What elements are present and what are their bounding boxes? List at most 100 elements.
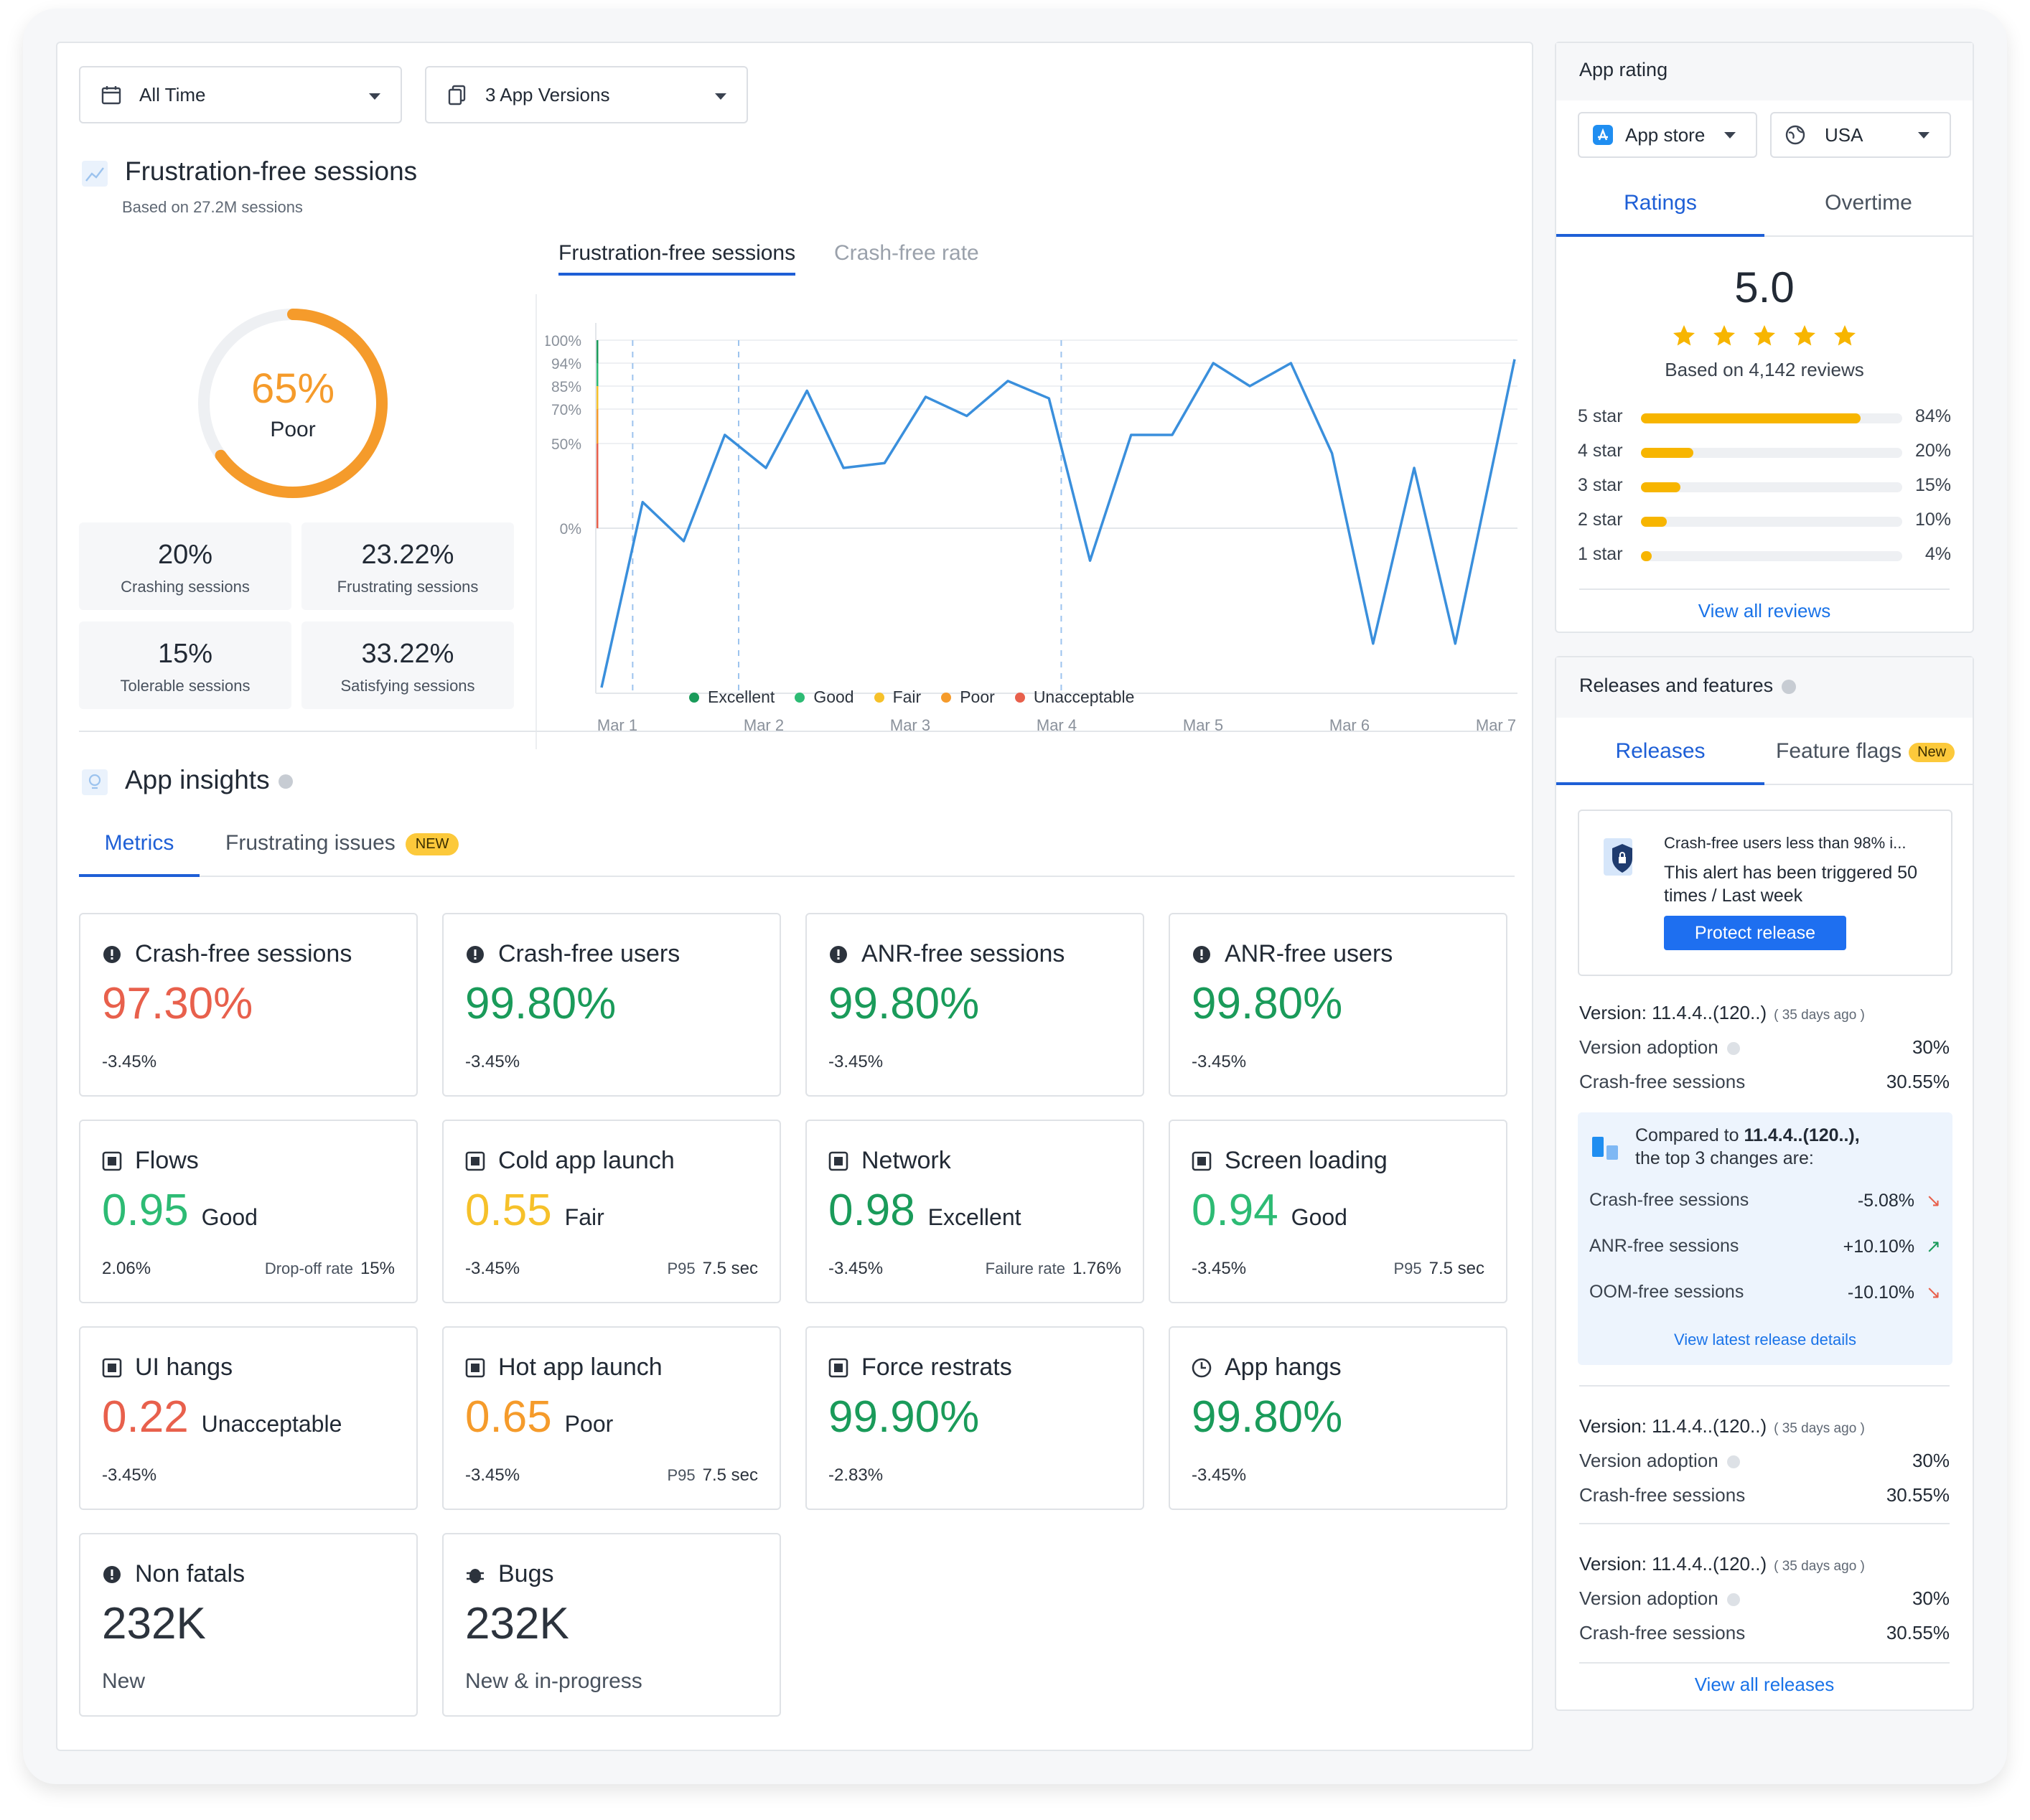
tab-metrics[interactable]: Metrics <box>79 831 200 877</box>
card-value: 97.30% <box>102 979 253 1028</box>
tab-feature-flags[interactable]: Feature flags New <box>1776 739 1955 764</box>
cfs-value: 30.55% <box>1886 1071 1950 1092</box>
metric-card-anr-free-users[interactable]: ANR-free users 99.80% -3.45% <box>1169 913 1507 1097</box>
card-title: ANR-free users <box>1192 940 1393 968</box>
info-icon <box>1726 1042 1740 1056</box>
globe-icon <box>1785 125 1805 145</box>
secondary-value: 1.76% <box>1072 1259 1121 1278</box>
y-tick-label: 100% <box>546 333 581 350</box>
secondary-value: 7.5 sec <box>702 1465 758 1485</box>
legend-dot-icon <box>941 692 952 703</box>
view-all-reviews-link[interactable]: View all reviews <box>1698 600 1831 621</box>
tab-frustrating-issues[interactable]: Frustrating issues NEW <box>225 831 459 855</box>
metric-card-non-fatals[interactable]: Non fatals 232K New <box>79 1533 418 1717</box>
tab-releases[interactable]: Releases <box>1556 739 1764 785</box>
app-rating-title: App rating <box>1579 59 1668 80</box>
secondary-label: Drop-off rate <box>264 1260 353 1277</box>
card-delta: -3.45% <box>465 1052 520 1071</box>
tab-crash-free-rate[interactable]: Crash-free rate <box>834 241 979 265</box>
star-icon <box>1754 325 1775 346</box>
card-value-row: 232K <box>465 1602 569 1646</box>
metric-card-bugs[interactable]: Bugs 232K New & in-progress <box>442 1533 781 1717</box>
store-dropdown[interactable]: App store <box>1578 112 1757 158</box>
card-delta: -2.83% <box>828 1465 884 1485</box>
star-icon <box>1794 325 1815 346</box>
card-title-text: Network <box>861 1147 951 1174</box>
protect-release-button[interactable]: Protect release <box>1664 916 1846 950</box>
metric-card-anr-free-sessions[interactable]: ANR-free sessions 99.80% -3.45% <box>805 913 1144 1097</box>
card-value-row: 99.80% <box>1192 1395 1342 1440</box>
info-icon <box>1782 679 1797 694</box>
main-panel: All Time 3 App Versions Frustration-free… <box>56 42 1533 1751</box>
card-title: App hangs <box>1192 1354 1342 1382</box>
card-title-text: ANR-free sessions <box>861 940 1065 967</box>
card-delta: -3.45% <box>102 1052 157 1071</box>
version-header[interactable]: Version: 11.4.4..(120..) ( 35 days ago ) <box>1579 1415 1865 1437</box>
metric-card-cold-app-launch[interactable]: Cold app launch 0.55 Fair -3.45% P95 7.5 sec <box>442 1120 781 1303</box>
version-cfs-row: Crash-free sessions 30.55% <box>1579 1484 1950 1506</box>
arrow-down-right-icon: ↘ <box>1926 1282 1941 1303</box>
rating-bar-pct: 10% <box>1914 510 1951 530</box>
card-quality: Poor <box>564 1411 614 1437</box>
metric-card-crash-free-sessions[interactable]: Crash-free sessions 97.30% -3.45% <box>79 913 418 1097</box>
card-quality: Good <box>201 1204 258 1230</box>
rating-based-on: Based on 4,142 reviews <box>1665 359 1864 380</box>
legend-label: Unacceptable <box>1033 688 1135 706</box>
card-delta: -3.45% <box>828 1052 884 1071</box>
tab-ratings[interactable]: Ratings <box>1556 191 1764 237</box>
version-header[interactable]: Version: 11.4.4..(120..) ( 35 days ago ) <box>1579 1553 1865 1575</box>
cfs-label: Crash-free sessions <box>1579 1071 1746 1092</box>
card-value: 99.80% <box>465 979 617 1028</box>
rating-score: 5.0 <box>1734 263 1795 311</box>
tile-label: Tolerable sessions <box>120 677 251 695</box>
metric-card-ui-hangs[interactable]: UI hangs 0.22 Unacceptable -3.45% <box>79 1326 418 1510</box>
tile-value: 23.22% <box>361 540 454 570</box>
country-dropdown[interactable]: USA <box>1770 112 1951 158</box>
rating-bar-label: 2 star <box>1578 510 1623 530</box>
metric-card-network[interactable]: Network 0.98 Excellent -3.45% Failure rate 1.… <box>805 1120 1144 1303</box>
card-value: 232K <box>102 1599 206 1648</box>
card-delta: -3.45% <box>1192 1052 1247 1071</box>
tab-frustration-free-sessions[interactable]: Frustration-free sessions <box>558 241 796 276</box>
rating-bar-pct: 84% <box>1914 406 1951 426</box>
rating-bar-track <box>1641 448 1902 458</box>
chevron-down-icon <box>1724 132 1736 139</box>
change-label: Crash-free sessions <box>1589 1190 1749 1210</box>
rating-bar-label: 3 star <box>1578 475 1623 495</box>
new-badge: NEW <box>405 832 459 855</box>
card-value-row: 0.65 Poor <box>465 1395 613 1440</box>
adoption-value: 30% <box>1912 1587 1950 1609</box>
legend-dot-icon <box>874 692 884 703</box>
change-row: Crash-free sessions -5.08% ↘ <box>1589 1190 1941 1211</box>
card-title: Crash-free sessions <box>102 940 352 968</box>
secondary-label: P95 <box>1393 1260 1422 1277</box>
country-label: USA <box>1825 123 1863 146</box>
card-title-text: App hangs <box>1225 1354 1342 1381</box>
tile-value: 33.22% <box>361 639 454 669</box>
ffs-line-chart: 100%94%85%70%50%0%Mar 1 Mar 2 Mar 3 Mar 4 Ma… <box>546 323 1517 734</box>
alert-body: This alert has been triggered 50 times /… <box>1664 863 1917 906</box>
rating-bar-fill <box>1641 551 1652 561</box>
metric-card-crash-free-users[interactable]: Crash-free users 99.80% -3.45% <box>442 913 781 1097</box>
version-filter-dropdown[interactable]: 3 App Versions <box>425 66 748 123</box>
chevron-down-icon <box>369 93 380 100</box>
cfs-label: Crash-free sessions <box>1579 1484 1746 1506</box>
view-latest-release-link[interactable]: View latest release details <box>1674 1331 1856 1348</box>
time-filter-dropdown[interactable]: All Time <box>79 66 402 123</box>
adoption-label: Version adoption <box>1579 1587 1740 1610</box>
view-all-releases-link[interactable]: View all releases <box>1694 1674 1835 1695</box>
version-header[interactable]: Version: 11.4.4..(120..) ( 35 days ago ) <box>1579 1002 1865 1024</box>
metric-card-app-hangs[interactable]: App hangs 99.80% -3.45% <box>1169 1326 1507 1510</box>
adoption-label: Version adoption <box>1579 1450 1740 1472</box>
cfs-value: 30.55% <box>1886 1484 1950 1506</box>
satisfying-sessions-tile: 33.22% Satisfying sessions <box>301 621 514 709</box>
metric-card-flows[interactable]: Flows 0.95 Good 2.06% Drop-off rate 15% <box>79 1120 418 1303</box>
card-quality: Excellent <box>927 1204 1021 1230</box>
chevron-down-icon <box>1918 132 1930 139</box>
tab-overtime[interactable]: Overtime <box>1825 191 1912 215</box>
metric-card-force-restrats[interactable]: Force restrats 99.90% -2.83% <box>805 1326 1144 1510</box>
metric-card-hot-app-launch[interactable]: Hot app launch 0.65 Poor -3.45% P95 7.5 sec <box>442 1326 781 1510</box>
legend-label: Poor <box>960 688 995 706</box>
metric-card-screen-loading[interactable]: Screen loading 0.94 Good -3.45% P95 7.5 sec <box>1169 1120 1507 1303</box>
card-title-text: Flows <box>135 1147 199 1174</box>
